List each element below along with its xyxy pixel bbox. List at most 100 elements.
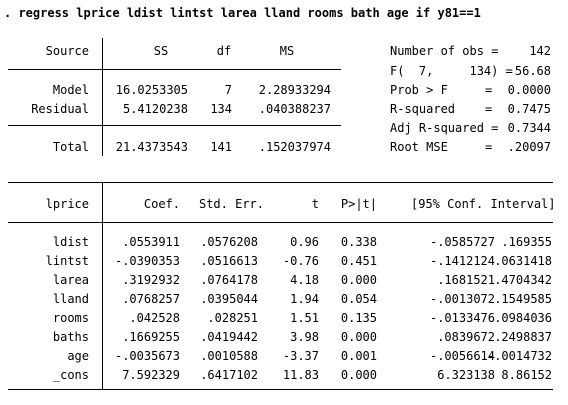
anova-total-rule [8,125,341,126]
stat-label-root-mse: Root MSE [390,140,448,154]
coef-header-t: t [311,197,319,211]
coef-p-value: 0.000 [340,368,377,382]
coef-ci-upper: .2498837 [494,330,552,344]
coef-var: larea [52,273,89,287]
coef-vertical-rule [102,182,103,389]
anova-total-df: 141 [210,140,232,154]
stat-value-adj-r2: 0.7344 [507,121,551,135]
stat-label-adj-r2: Adj R-squared = [390,121,499,135]
coef-top-rule [8,182,553,183]
coef-t-stat: 4.18 [290,273,319,287]
coef-var: _cons [52,368,89,382]
coef-t-stat: 1.51 [290,311,319,325]
stat-value-root-mse: .20097 [507,140,551,154]
anova-total-source: Total [52,140,89,154]
coef-header-p: P>|t| [340,197,377,211]
coef-std-err: .6417102 [200,368,258,382]
anova-total-ss: 21.4373543 [115,140,188,154]
stat-label-prob-f: Prob > F [390,83,448,97]
coef-ci-upper: 8.86152 [501,368,552,382]
anova-source: Residual [31,102,89,116]
coef-header-coef: Coef. [143,197,180,211]
stat-value-r2: 0.7475 [507,102,551,116]
coef-var: baths [52,330,89,344]
stat-value-prob-f: 0.0000 [507,83,551,97]
stat-value-nobs: 142 [529,44,551,58]
stat-equals: = [485,102,493,116]
anova-header-df: df [216,44,232,58]
coef-value: -.0390353 [114,254,180,268]
coef-var: lintst [45,254,89,268]
anova-ms: 2.28933294 [258,83,331,97]
coef-ci-upper: .0984036 [494,311,552,325]
coef-p-value: 0.451 [340,254,377,268]
coef-ci-upper: .4704342 [494,273,552,287]
anova-header-ms: MS [279,44,295,58]
coef-var: lland [52,292,89,306]
stat-label-r2: R-squared [390,102,456,116]
coef-t-stat: -0.76 [282,254,319,268]
coef-std-err: .0576208 [200,235,258,249]
stat-value-f: 56.68 [514,64,551,78]
anova-header-source: Source [45,44,89,58]
coef-std-err: .028251 [207,311,258,325]
coef-p-value: 0.000 [340,330,377,344]
command-line: . regress lprice ldist lintst larea llan… [4,6,481,20]
anova-ms: .040388237 [258,102,331,116]
coef-t-stat: 0.96 [290,235,319,249]
anova-total-ms: .152037974 [258,140,331,154]
stat-equals: = [485,83,493,97]
anova-ss: 5.4120238 [122,102,188,116]
coef-value: .042528 [129,311,180,325]
coef-ci-lower: -.1412124 [429,254,495,268]
coef-p-value: 0.135 [340,311,377,325]
coef-header-ci: [95% Conf. Interval] [411,197,556,211]
coef-ci-lower: .1681521 [437,273,495,287]
coef-p-value: 0.338 [340,235,377,249]
anova-vertical-rule [102,38,103,156]
coef-ci-upper: .169355 [501,235,552,249]
coef-ci-lower: .0839672 [437,330,495,344]
coef-ci-lower: 6.323138 [437,368,495,382]
coef-ci-upper: -.0014732 [486,349,552,363]
anova-source: Model [52,83,89,97]
coef-bottom-rule [8,389,553,390]
coef-header-var: lprice [45,197,89,211]
coef-var: ldist [52,235,89,249]
anova-ss: 16.0253305 [115,83,188,97]
stat-label-f: F( 7, 134) = [390,64,513,78]
coef-ci-lower: -.0013072 [429,292,495,306]
coef-t-stat: -3.37 [282,349,319,363]
coef-value: -.0035673 [114,349,180,363]
coef-value: .1669255 [122,330,180,344]
coef-t-stat: 1.94 [290,292,319,306]
coef-ci-lower: -.0056614 [429,349,495,363]
coef-var: age [67,349,89,363]
anova-df: 134 [210,102,232,116]
coef-value: 7.592329 [122,368,180,382]
coef-p-value: 0.000 [340,273,377,287]
coef-value: .0553911 [122,235,180,249]
coef-std-err: .0010588 [200,349,258,363]
coef-t-stat: 3.98 [290,330,319,344]
coef-var: rooms [52,311,89,325]
coef-std-err: .0395044 [200,292,258,306]
coef-ci-upper: .0631418 [494,254,552,268]
coef-std-err: .0419442 [200,330,258,344]
anova-df: 7 [224,83,232,97]
coef-value: .3192932 [122,273,180,287]
coef-p-value: 0.001 [340,349,377,363]
coef-header-se: Std. Err. [198,197,264,211]
coef-value: .0768257 [122,292,180,306]
coef-ci-lower: -.0585727 [429,235,495,249]
stat-equals: = [485,140,493,154]
anova-header-rule [8,69,341,70]
stat-label-nobs: Number of obs = [390,44,499,58]
coef-ci-upper: .1549585 [494,292,552,306]
anova-header-ss: SS [153,44,169,58]
coef-ci-lower: -.0133476 [429,311,495,325]
coef-header-rule [8,222,553,223]
coef-p-value: 0.054 [340,292,377,306]
coef-std-err: .0764178 [200,273,258,287]
coef-std-err: .0516613 [200,254,258,268]
